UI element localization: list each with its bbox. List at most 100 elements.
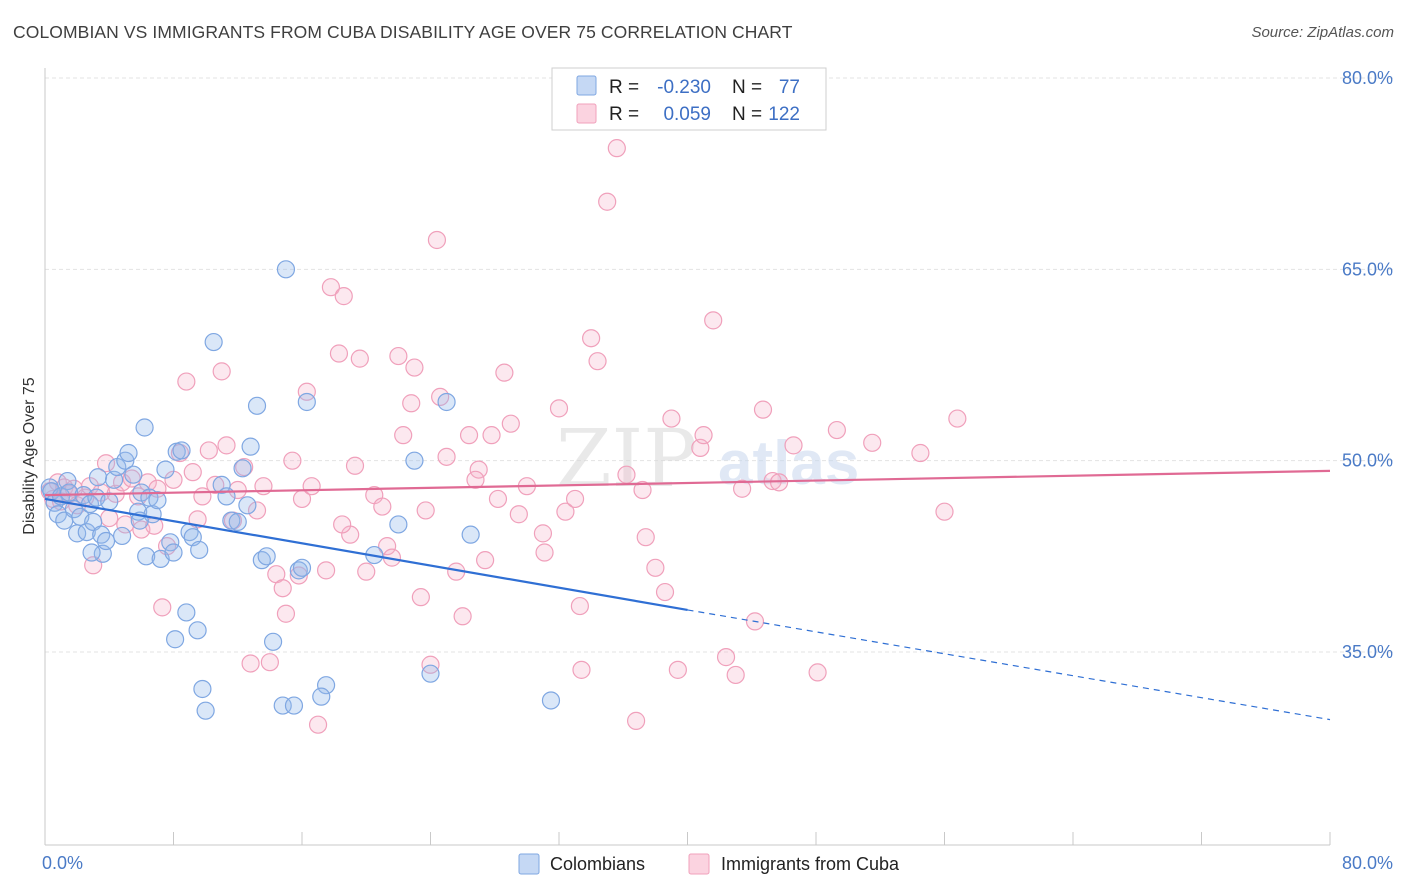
data-point: [668, 660, 687, 679]
data-point: [100, 492, 119, 511]
legend-n-label-2: N =: [732, 104, 762, 125]
legend-bottom-swatch-colombians: [518, 853, 540, 875]
data-point: [257, 547, 276, 566]
data-point: [334, 287, 353, 306]
data-point: [124, 465, 143, 484]
data-point: [77, 522, 96, 542]
data-point: [204, 332, 223, 352]
data-point: [316, 676, 336, 695]
data-point: [389, 346, 408, 366]
data-point: [88, 468, 108, 487]
data-point: [164, 543, 183, 562]
data-point: [156, 460, 175, 479]
trend-line-colombians: [44, 497, 688, 611]
data-point: [411, 588, 430, 607]
y-axis-tick-labels: 35.0% 50.0% 65.0% 80.0%: [1342, 68, 1393, 662]
data-point: [617, 465, 636, 484]
data-point: [394, 426, 413, 445]
data-point: [276, 604, 296, 623]
data-point: [312, 687, 331, 706]
data-point: [570, 596, 589, 616]
legend-bottom-swatch-cuba: [688, 853, 710, 875]
data-point: [662, 409, 681, 428]
data-point: [357, 562, 376, 581]
data-point: [476, 551, 495, 570]
data-point: [212, 362, 231, 381]
data-point: [96, 531, 116, 551]
data-point: [378, 537, 397, 556]
data-point: [177, 603, 196, 622]
data-point: [655, 582, 675, 602]
data-point: [238, 496, 257, 515]
data-point: [321, 278, 341, 297]
data-point: [212, 475, 231, 495]
data-point: [935, 502, 954, 521]
data-point: [273, 579, 292, 598]
data-point: [501, 414, 520, 433]
legend-n-label-1: N =: [732, 77, 762, 98]
y-tick-label: 80.0%: [1342, 68, 1393, 88]
y-axis-title: Disability Age Over 75: [21, 377, 38, 535]
data-point: [137, 547, 156, 566]
data-point: [350, 349, 369, 368]
data-point: [260, 653, 279, 672]
x-axis-ticks: [44, 832, 1331, 845]
data-point: [469, 460, 488, 479]
watermark: ZIP atlas: [556, 412, 859, 505]
data-point: [196, 701, 215, 720]
data-point: [161, 533, 180, 552]
data-point: [808, 663, 827, 682]
data-point: [206, 475, 225, 495]
legend-swatch-colombians: [576, 75, 597, 96]
data-point: [308, 715, 328, 734]
y-tick-label: 35.0%: [1342, 642, 1393, 662]
legend-r-label-1: R =: [609, 77, 639, 98]
data-point: [588, 352, 607, 371]
data-point: [228, 480, 247, 500]
data-point: [556, 502, 575, 521]
data-point: [59, 483, 79, 502]
data-point: [405, 451, 424, 470]
x-tick-label-min: 0.0%: [42, 853, 83, 873]
data-point: [565, 489, 585, 509]
data-point: [217, 436, 236, 455]
data-point: [482, 426, 501, 445]
data-point: [437, 392, 456, 412]
data-point: [284, 696, 304, 715]
data-point: [188, 621, 207, 640]
data-point: [694, 426, 713, 445]
data-point: [827, 420, 846, 440]
data-point: [292, 558, 312, 577]
stats-legend: R = -0.230 N = 77 R = 0.059 N = 122: [551, 67, 827, 131]
data-point: [495, 363, 514, 382]
data-point: [247, 396, 267, 415]
data-point: [636, 528, 655, 547]
data-point: [316, 561, 336, 580]
legend-bottom-label-cuba: Immigrants from Cuba: [721, 854, 900, 874]
data-point: [607, 139, 626, 158]
data-point: [784, 436, 803, 455]
data-point: [863, 433, 882, 452]
data-point: [119, 443, 138, 463]
data-point: [402, 394, 421, 413]
data-point: [488, 489, 508, 509]
data-point: [297, 392, 316, 412]
data-point: [533, 524, 553, 543]
data-point: [276, 260, 296, 279]
data-point: [172, 441, 191, 460]
data-point: [453, 607, 472, 626]
data-point: [421, 664, 440, 683]
data-point: [389, 515, 408, 534]
data-point: [753, 400, 773, 419]
data-point: [329, 344, 349, 363]
data-point: [247, 501, 267, 520]
grid-lines: [45, 77, 1393, 653]
data-point: [116, 515, 135, 534]
trend-lines: [44, 469, 1331, 721]
data-point: [333, 515, 352, 534]
source-credit: Source: ZipAtlas.com: [1251, 24, 1394, 41]
data-point: [704, 311, 723, 330]
data-point: [509, 505, 528, 524]
y-tick-label: 50.0%: [1342, 451, 1393, 471]
data-point: [148, 491, 167, 510]
